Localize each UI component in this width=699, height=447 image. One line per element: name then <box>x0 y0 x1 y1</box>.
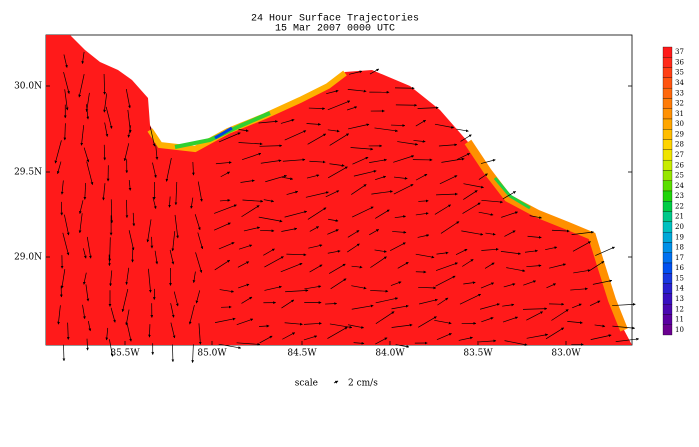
colorbar-label: 17 <box>675 254 684 262</box>
colorbar-cell <box>663 78 672 88</box>
colorbar-label: 23 <box>675 192 684 200</box>
colorbar-label: 29 <box>675 130 684 138</box>
colorbar-label: 18 <box>675 244 684 252</box>
colorbar-cell <box>663 129 672 139</box>
colorbar-cell <box>663 222 672 232</box>
colorbar-cell <box>663 68 672 78</box>
colorbar-label: 31 <box>675 110 684 118</box>
colorbar-cell <box>663 304 672 314</box>
colorbar-label: 36 <box>675 58 684 66</box>
colorbar-label: 15 <box>675 274 684 282</box>
lon-label: 85.5W <box>110 349 140 359</box>
colorbar-label: 25 <box>675 172 684 180</box>
colorbar-cell <box>663 253 672 263</box>
colorbar-cell <box>663 273 672 283</box>
colorbar-cell <box>663 232 672 242</box>
colorbar-label: 16 <box>675 264 684 272</box>
colorbar-label: 22 <box>675 202 684 210</box>
scale-label: scale <box>295 379 318 389</box>
colorbar-cell <box>663 294 672 304</box>
colorbar-label: 37 <box>675 48 684 56</box>
colorbar-cell <box>663 98 672 108</box>
colorbar-cell <box>663 140 672 150</box>
colorbar-cell <box>663 212 672 222</box>
colorbar-cell <box>663 109 672 119</box>
colorbar-label: 19 <box>675 233 684 241</box>
lon-label: 84.5W <box>287 349 317 359</box>
colorbar-cell <box>663 263 672 273</box>
colorbar-cell <box>663 314 672 324</box>
colorbar-cell <box>663 201 672 211</box>
subtitle: 15 Mar 2007 0000 UTC <box>275 24 395 35</box>
colorbar-cell <box>663 242 672 252</box>
colorbar-label: 27 <box>675 151 684 159</box>
lon-label: 84.0W <box>375 349 405 359</box>
colorbar: 37 36 35 34 33 32 31 30 29 28 27 26 25 24 23 22 21 20 19 18… <box>663 47 684 335</box>
colorbar-label: 11 <box>675 316 684 324</box>
colorbar-label: 20 <box>675 223 684 231</box>
colorbar-label: 10 <box>675 326 684 334</box>
colorbar-label: 13 <box>675 295 684 303</box>
colorbar-label: 14 <box>675 285 684 293</box>
colorbar-label: 34 <box>675 79 684 87</box>
colorbar-label: 28 <box>675 141 684 149</box>
colorbar-cell <box>663 119 672 129</box>
lat-label: 30.0N <box>14 82 42 92</box>
colorbar-cell <box>663 170 672 180</box>
colorbar-label: 24 <box>675 182 684 190</box>
lat-label: 29.5N <box>14 168 42 178</box>
colorbar-cell <box>663 191 672 201</box>
colorbar-label: 35 <box>675 69 684 77</box>
colorbar-cell <box>663 284 672 294</box>
colorbar-label: 33 <box>675 89 684 97</box>
colorbar-cell <box>663 88 672 98</box>
colorbar-label: 21 <box>675 213 684 221</box>
scale-arrow <box>334 381 338 383</box>
colorbar-label: 12 <box>675 305 684 313</box>
colorbar-label: 32 <box>675 100 684 108</box>
colorbar-cell <box>663 47 672 57</box>
colorbar-label: 30 <box>675 120 684 128</box>
trajectory-arrow <box>193 344 194 362</box>
colorbar-cell <box>663 325 672 335</box>
lat-label: 29.0N <box>14 253 42 263</box>
colorbar-label: 26 <box>675 161 684 169</box>
colorbar-cell <box>663 160 672 170</box>
lon-label: 85.0W <box>197 349 227 359</box>
lon-label: 83.0W <box>551 349 581 359</box>
lon-label: 83.5W <box>463 349 493 359</box>
colorbar-cell <box>663 181 672 191</box>
colorbar-cell <box>663 57 672 67</box>
scale-unit: 2 cm/s <box>348 379 378 389</box>
colorbar-cell <box>663 150 672 160</box>
